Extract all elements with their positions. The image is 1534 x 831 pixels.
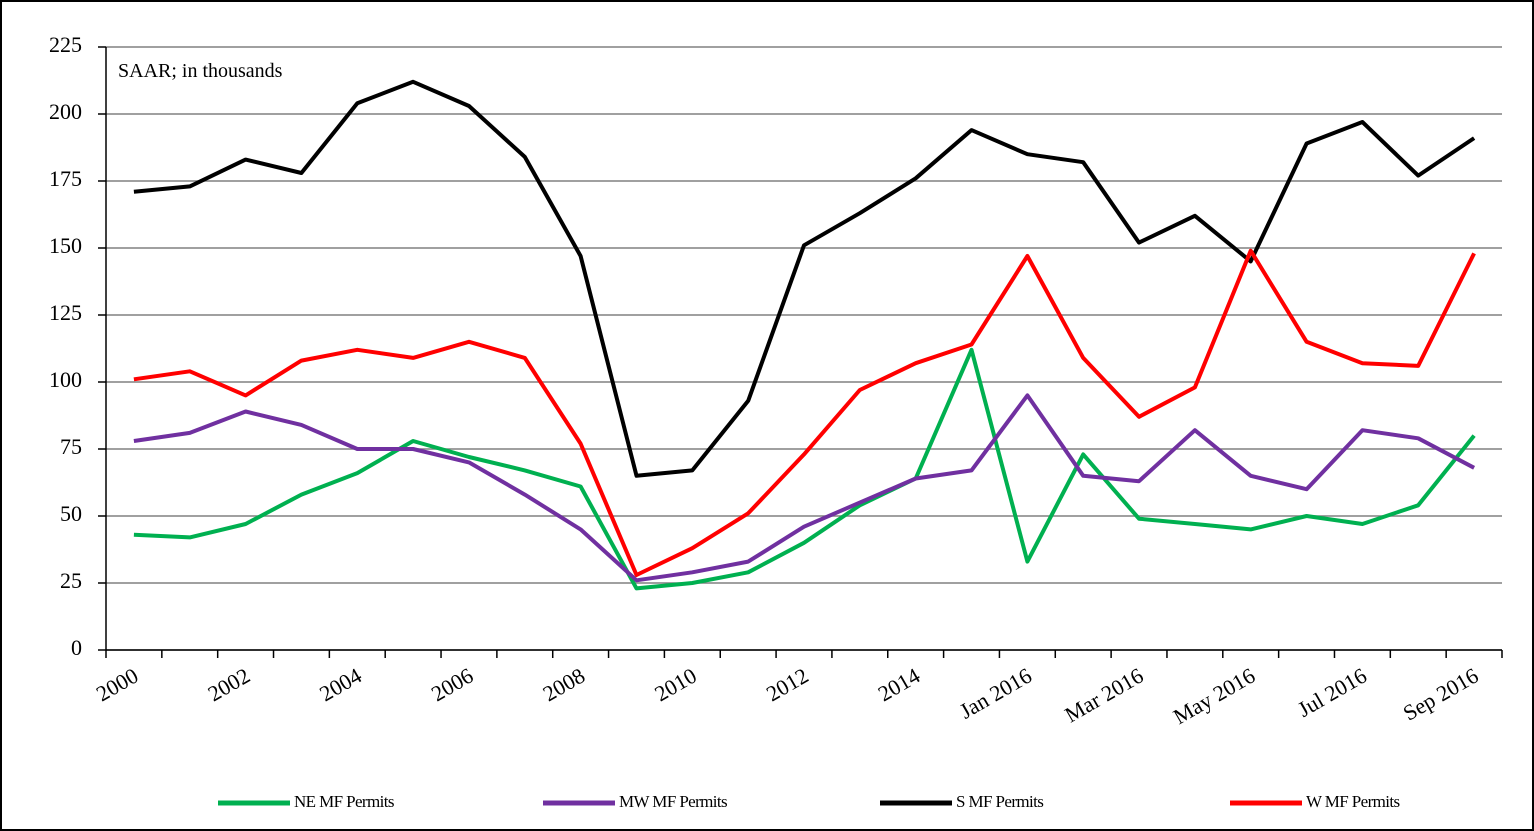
legend-label: NE MF Permits: [294, 792, 394, 811]
y-tick-label: 125: [49, 300, 82, 325]
legend-label: MW MF Permits: [619, 792, 727, 811]
y-tick-label: 25: [60, 568, 82, 593]
y-tick-label: 175: [49, 166, 82, 191]
series-line: [133, 393, 1476, 583]
y-tick-label: 100: [49, 367, 82, 392]
legend-label: S MF Permits: [956, 792, 1043, 811]
y-tick-label: 0: [71, 635, 82, 660]
series-line: [133, 347, 1476, 591]
y-tick-label: 200: [49, 99, 82, 124]
y-tick-label: 150: [49, 233, 82, 258]
y-tick-label: 225: [49, 32, 82, 57]
series-line: [133, 248, 1476, 577]
annotation: SAAR; in thousands: [118, 60, 283, 82]
legend-label: W MF Permits: [1306, 792, 1400, 811]
y-tick-label: 50: [60, 501, 82, 526]
series-line: [133, 79, 1476, 478]
y-tick-label: 75: [60, 434, 82, 459]
